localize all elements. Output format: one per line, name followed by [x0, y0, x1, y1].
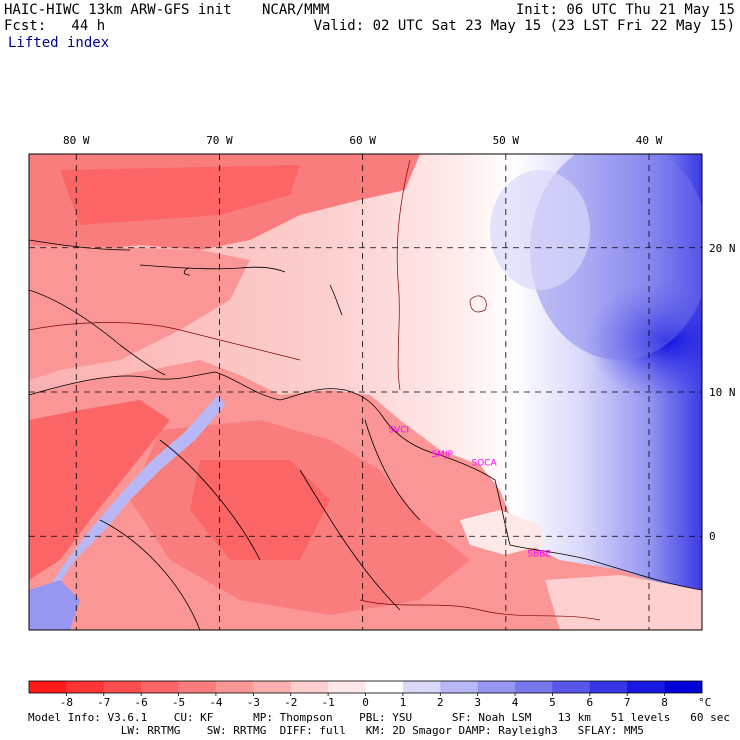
- forecast-hour: Fcst: 44 h: [4, 18, 106, 34]
- valid-time: Valid: 02 UTC Sat 23 May 15 (23 LST Fri …: [313, 18, 735, 34]
- colorbar-label: -4: [209, 696, 223, 709]
- contour-zero-ocean: [396, 159, 411, 391]
- contour-south: [359, 599, 601, 621]
- station-label: SBBE: [527, 549, 551, 559]
- amazon-core: [190, 460, 330, 560]
- station-label: SVCI: [388, 425, 409, 435]
- latitude-labels: 20 N 10 N 0: [709, 242, 736, 543]
- lat-label: 10 N: [709, 386, 736, 399]
- station-label: SMJP: [431, 450, 453, 460]
- delta-weak-zone: [460, 510, 545, 555]
- colorbar-label: 8: [661, 696, 668, 709]
- coastlines: [29, 239, 702, 630]
- stable-core: [585, 280, 702, 400]
- org-label: NCAR/MMM: [262, 2, 330, 18]
- colorbar-label: 7: [624, 696, 631, 709]
- jamaica-coast: [183, 267, 191, 276]
- cuba-coast: [29, 239, 131, 251]
- colorbar-swatch: [178, 681, 217, 693]
- lat-label: 20 N: [709, 242, 736, 255]
- longitude-labels: 80 W 70 W 60 W 50 W 40 W: [63, 134, 663, 147]
- colorbar-label: 1: [400, 696, 407, 709]
- colorbar-swatch: [515, 681, 553, 693]
- colorbar-swatch: [440, 681, 478, 693]
- colombia-border: [159, 439, 261, 561]
- colorbar-swatch: [552, 681, 591, 693]
- model-info-line2: LW: RRTMG SW: RRTMG DIFF: full KM: 2D Sm…: [28, 724, 644, 737]
- variable-name: Lifted index: [8, 35, 110, 51]
- colorbar-label: -1: [321, 696, 334, 709]
- colorbar-swatch: [253, 681, 292, 693]
- brazil-border: [299, 469, 401, 611]
- colombia-unstable: [29, 400, 170, 580]
- colorbar-label: -5: [172, 696, 185, 709]
- andes-stable-strip: [40, 395, 225, 610]
- graticule: [29, 154, 702, 630]
- colorbar-swatch: [328, 681, 366, 693]
- peru-border: [99, 519, 201, 630]
- central-america-sea: [29, 245, 250, 380]
- colorbar-swatch: [141, 681, 179, 693]
- colorbar-swatch: [627, 681, 665, 693]
- colorbar-label: -8: [60, 696, 73, 709]
- colorbar-swatch: [29, 681, 67, 693]
- colorbar-label: -3: [247, 696, 260, 709]
- brazil-east-coast: [545, 575, 702, 630]
- lesser-antilles: [329, 284, 343, 316]
- map-frame: [28, 153, 703, 631]
- lon-label: 60 W: [349, 134, 376, 147]
- colorbar-label: 0: [362, 696, 369, 709]
- caribbean-core: [60, 165, 300, 225]
- contours: [29, 159, 601, 621]
- colorbar-swatch: [402, 681, 441, 693]
- field-layer: [29, 154, 702, 630]
- colorbar-label: -7: [97, 696, 110, 709]
- colorbar-label: 6: [587, 696, 594, 709]
- model-info-line1: Model Info: V3.6.1 CU: KF MP: Thompson P…: [28, 711, 730, 724]
- colorbar-swatch: [66, 681, 105, 693]
- lon-label: 50 W: [493, 134, 520, 147]
- station-labels: SVCI SMJP SOCA SBBE: [388, 425, 551, 559]
- station-label: SOCA: [471, 459, 497, 469]
- guyana-border: [364, 419, 421, 521]
- model-title: HAIC-HIWC 13km ARW-GFS init: [4, 2, 232, 18]
- pacific-stable: [29, 580, 80, 630]
- init-time: Init: 06 UTC Thu 21 May 15: [515, 2, 735, 18]
- colorbar-swatch: [477, 681, 516, 693]
- contour-caribbean: [29, 322, 301, 361]
- colorbar-swatch: [365, 681, 404, 693]
- lon-label: 40 W: [636, 134, 663, 147]
- colorbar-label: 3: [474, 696, 481, 709]
- colorbar-label: 4: [512, 696, 519, 709]
- weak-stable-area: [490, 170, 590, 290]
- colorbar-label: 2: [437, 696, 444, 709]
- colorbar-swatch: [290, 681, 329, 693]
- colorbar-swatch: [103, 681, 142, 693]
- colorbar-swatch: [589, 681, 628, 693]
- colorbar-label: -2: [284, 696, 297, 709]
- hispaniola-coast: [139, 264, 286, 273]
- central-america-coast: [29, 289, 166, 376]
- colorbar: -8 -7 -6 -5 -4 -3 -2 -1 0 1 2 3 4 5 6 7 8: [28, 680, 703, 709]
- colorbar-label: -6: [135, 696, 148, 709]
- lat-label: 0: [709, 530, 716, 543]
- lon-label: 80 W: [63, 134, 90, 147]
- colorbar-label: 5: [549, 696, 556, 709]
- colorbar-unit: °C: [698, 696, 711, 709]
- colorbar-swatch: [215, 681, 254, 693]
- lon-label: 70 W: [206, 134, 233, 147]
- south-america-coast: [29, 371, 702, 591]
- colorbar-swatch: [664, 681, 703, 693]
